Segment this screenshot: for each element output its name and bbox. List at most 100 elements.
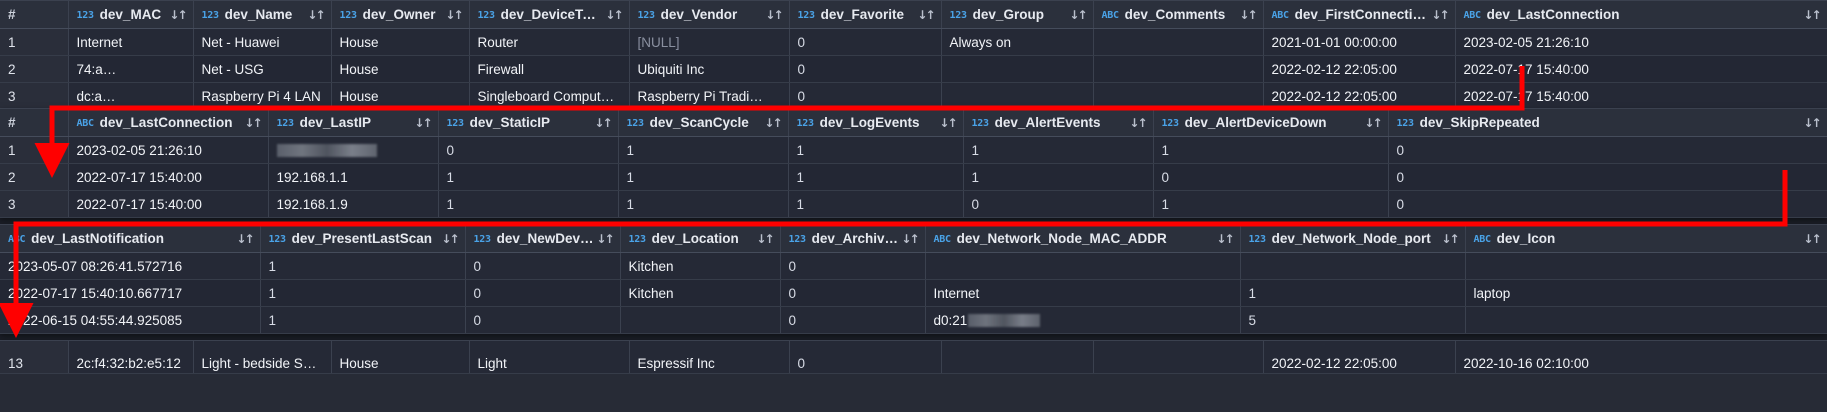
cell-dev_NewDevice[interactable]: 0 xyxy=(465,252,621,280)
cell-dev_SkipRepeated[interactable]: 0 xyxy=(1388,163,1827,191)
cell-dev_NewDevice[interactable]: 0 xyxy=(465,279,621,307)
cell-dev_PresentLastScan[interactable]: 1 xyxy=(260,279,466,307)
sort-icon[interactable]: ↓↑ xyxy=(1431,7,1449,22)
cell-dev_Name[interactable]: Raspberry Pi 4 LAN xyxy=(193,82,332,110)
cell-dev_Group[interactable] xyxy=(941,82,1094,110)
table-row[interactable]: 13 2c:f4:32:b2:e5:12 Light - bedside S… … xyxy=(0,341,1827,374)
table-row[interactable]: 2 2022-07-17 15:40:00 192.168.1.1 1 1 1 … xyxy=(0,163,1827,191)
sort-icon[interactable]: ↓↑ xyxy=(596,231,614,246)
table-row[interactable]: 3 2022-07-17 15:40:00 192.168.1.9 1 1 1 … xyxy=(0,190,1827,218)
column-header-dev_FirstConnection[interactable]: ABC dev_FirstConnection ↓↑ xyxy=(1263,1,1456,29)
cell-dev_Name[interactable]: Light - bedside S… xyxy=(193,341,332,374)
cell-dev_Owner[interactable]: House xyxy=(331,341,470,374)
sort-icon[interactable]: ↓↑ xyxy=(441,231,459,246)
cell-dev_DeviceType[interactable]: Singleboard Computer … xyxy=(469,82,630,110)
sort-icon[interactable]: ↓↑ xyxy=(414,115,432,130)
column-header-dev_SkipRepeated[interactable]: 123 dev_SkipRepeated ↓↑ xyxy=(1388,109,1827,137)
cell-dev_Network_Node_port[interactable] xyxy=(1240,252,1466,280)
cell-dev_LastIP[interactable]: 192.168.1.9 xyxy=(268,190,439,218)
cell-dev_SkipRepeated[interactable]: 0 xyxy=(1388,190,1827,218)
column-header-dev_MAC[interactable]: 123 dev_MAC ↓↑ xyxy=(68,1,194,29)
sort-icon[interactable]: ↓↑ xyxy=(1803,7,1821,22)
cell-dev_Icon[interactable] xyxy=(1465,306,1827,334)
cell-dev_AlertEvents[interactable]: 0 xyxy=(963,190,1154,218)
column-header-dev_Owner[interactable]: 123 dev_Owner ↓↑ xyxy=(331,1,470,29)
cell-dev_AlertDeviceDown[interactable]: 1 xyxy=(1153,190,1389,218)
sort-icon[interactable]: ↓↑ xyxy=(1803,231,1821,246)
cell-dev_MAC[interactable]: dc:a xyxy=(68,82,194,110)
column-header-dev_Vendor[interactable]: 123 dev_Vendor ↓↑ xyxy=(629,1,790,29)
row-number[interactable]: 2 xyxy=(0,163,69,191)
column-header-dev_Location[interactable]: 123 dev_Location ↓↑ xyxy=(620,225,781,253)
cell-dev_Vendor[interactable]: Raspberry Pi Tradi… xyxy=(629,82,790,110)
column-header-dev_LastConnection[interactable]: ABC dev_LastConnection ↓↑ xyxy=(68,109,269,137)
cell-dev_Comments[interactable] xyxy=(1093,82,1264,110)
cell-dev_SkipRepeated[interactable]: 0 xyxy=(1388,136,1827,164)
cell-dev_Network_Node_port[interactable]: 1 xyxy=(1240,279,1466,307)
cell-dev_Comments[interactable] xyxy=(1093,28,1264,56)
cell-dev_LastNotification[interactable]: 2022-07-17 15:40:10.667717 xyxy=(0,279,261,307)
row-number[interactable]: 3 xyxy=(0,190,69,218)
sort-icon[interactable]: ↓↑ xyxy=(1216,231,1234,246)
column-header-dev_PresentLastScan[interactable]: 123 dev_PresentLastScan ↓↑ xyxy=(260,225,466,253)
cell-dev_Comments[interactable] xyxy=(1093,55,1264,83)
cell-dev_LastNotification[interactable]: 2022-06-15 04:55:44.925085 xyxy=(0,306,261,334)
cell-dev_NewDevice[interactable]: 0 xyxy=(465,306,621,334)
cell-dev_StaticIP[interactable]: 1 xyxy=(438,190,619,218)
cell-dev_MAC[interactable]: Internet xyxy=(68,28,194,56)
cell-dev_Location[interactable] xyxy=(620,306,781,334)
cell-dev_Owner[interactable]: House xyxy=(331,82,470,110)
table-segment-3[interactable]: ABC dev_LastNotification ↓↑ 123 dev_Present… xyxy=(0,224,1827,334)
cell-dev_AlertDeviceDown[interactable]: 0 xyxy=(1153,163,1389,191)
sort-icon[interactable]: ↓↑ xyxy=(765,7,783,22)
column-header-dev_LastConnection[interactable]: ABC dev_LastConnection ↓↑ xyxy=(1455,1,1827,29)
cell-dev_Vendor[interactable]: Espressif Inc xyxy=(629,341,790,374)
cell-dev_LastNotification[interactable]: 2023-05-07 08:26:41.572716 xyxy=(0,252,261,280)
cell-dev_Archived[interactable]: 0 xyxy=(780,252,926,280)
cell-dev_LastConnection[interactable]: 2022-07-17 15:40:00 xyxy=(1455,55,1827,83)
cell-dev_FirstConnection[interactable]: 2022-02-12 22:05:00 xyxy=(1263,341,1456,374)
cell-dev_Name[interactable]: Net - Huawei xyxy=(193,28,332,56)
cell-dev_AlertEvents[interactable]: 1 xyxy=(963,136,1154,164)
cell-dev_Favorite[interactable]: 0 xyxy=(789,55,942,83)
table-row[interactable]: 2023-05-07 08:26:41.572716 1 0 Kitchen 0 xyxy=(0,252,1827,280)
table-segment-2[interactable]: # ABC dev_LastConnection ↓↑ 123 dev_LastIP ↓… xyxy=(0,108,1827,218)
cell-dev_LastConnection[interactable]: 2022-07-17 15:40:00 xyxy=(68,163,269,191)
cell-dev_Owner[interactable]: House xyxy=(331,55,470,83)
cell-dev_Icon[interactable] xyxy=(1465,252,1827,280)
sort-icon[interactable]: ↓↑ xyxy=(445,7,463,22)
column-header-dev_Network_Node_MAC_ADDR[interactable]: ABC dev_Network_Node_MAC_ADDR ↓↑ xyxy=(925,225,1241,253)
cell-dev_Owner[interactable]: House xyxy=(331,28,470,56)
column-header-dev_Comments[interactable]: ABC dev_Comments ↓↑ xyxy=(1093,1,1264,29)
cell-dev_FirstConnection[interactable]: 2022-02-12 22:05:00 xyxy=(1263,82,1456,110)
column-header-dev_ScanCycle[interactable]: 123 dev_ScanCycle ↓↑ xyxy=(618,109,789,137)
cell-dev_Vendor[interactable]: [NULL] xyxy=(629,28,790,56)
cell-dev_FirstConnection[interactable]: 2022-02-12 22:05:00 xyxy=(1263,55,1456,83)
row-number[interactable]: 2 xyxy=(0,55,69,83)
sort-icon[interactable]: ↓↑ xyxy=(917,7,935,22)
column-header-dev_AlertEvents[interactable]: 123 dev_AlertEvents ↓↑ xyxy=(963,109,1154,137)
sort-icon[interactable]: ↓↑ xyxy=(756,231,774,246)
row-number[interactable]: 1 xyxy=(0,28,69,56)
table-row[interactable]: 2022-07-17 15:40:10.667717 1 0 Kitchen 0… xyxy=(0,279,1827,307)
cell-dev_ScanCycle[interactable]: 1 xyxy=(618,136,789,164)
cell-dev_Favorite[interactable]: 0 xyxy=(789,82,942,110)
cell-dev_LastConnection[interactable]: 2022-07-17 15:40:00 xyxy=(1455,82,1827,110)
column-header-dev_LastIP[interactable]: 123 dev_LastIP ↓↑ xyxy=(268,109,439,137)
table-row[interactable]: 2022-06-15 04:55:44.925085 1 0 0 d0:21 5 xyxy=(0,306,1827,334)
sort-icon[interactable]: ↓↑ xyxy=(1803,115,1821,130)
sort-icon[interactable]: ↓↑ xyxy=(594,115,612,130)
cell-dev_DeviceType[interactable]: Router xyxy=(469,28,630,56)
cell-dev_Network_Node_port[interactable]: 5 xyxy=(1240,306,1466,334)
column-header-dev_Group[interactable]: 123 dev_Group ↓↑ xyxy=(941,1,1094,29)
cell-dev_PresentLastScan[interactable]: 1 xyxy=(260,306,466,334)
column-header-dev_NewDevice[interactable]: 123 dev_NewDevice ↓↑ xyxy=(465,225,621,253)
column-header-dev_Archived[interactable]: 123 dev_Archived ↓↑ xyxy=(780,225,926,253)
cell-dev_Comments[interactable] xyxy=(1093,341,1264,374)
cell-dev_Icon[interactable]: laptop xyxy=(1465,279,1827,307)
column-header-dev_AlertDeviceDown[interactable]: 123 dev_AlertDeviceDown ↓↑ xyxy=(1153,109,1389,137)
cell-dev_Network_Node_MAC_ADDR[interactable]: d0:21 xyxy=(925,306,1241,334)
cell-dev_FirstConnection[interactable]: 2021-01-01 00:00:00 xyxy=(1263,28,1456,56)
sort-icon[interactable]: ↓↑ xyxy=(1069,7,1087,22)
cell-dev_LogEvents[interactable]: 1 xyxy=(788,190,964,218)
